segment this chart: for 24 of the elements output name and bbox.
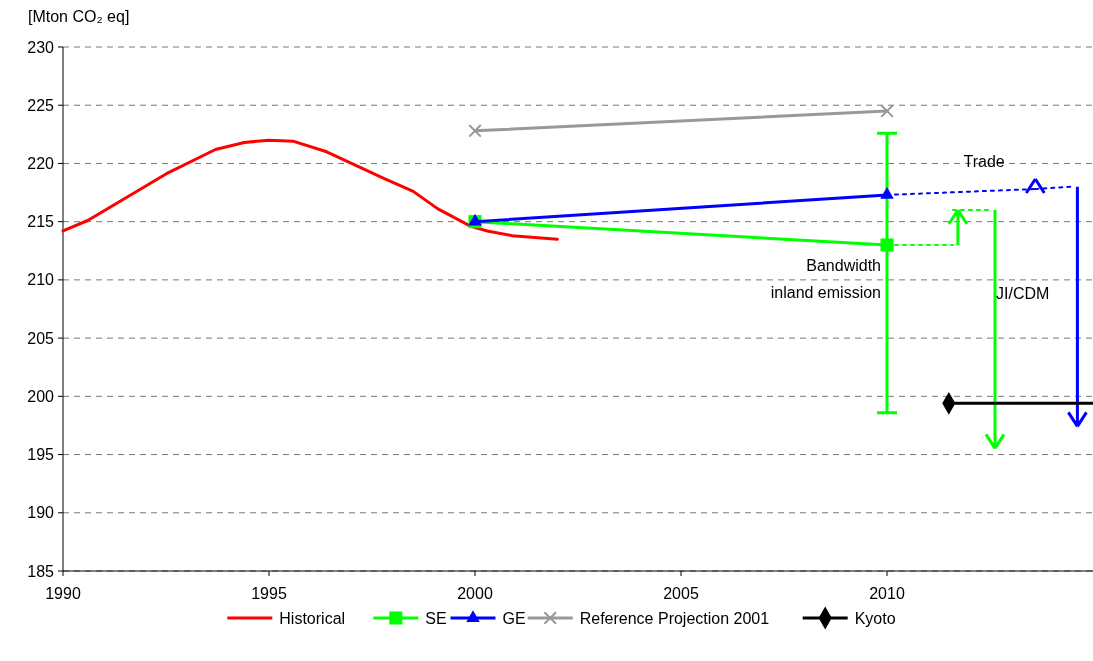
legend-label: Reference Projection 2001 (579, 609, 770, 627)
y-tick-label: 190 (27, 504, 55, 522)
x-tick-label: 2010 (869, 585, 905, 602)
y-tick-label: 200 (27, 387, 55, 405)
x-tick-label: 1990 (45, 585, 81, 602)
y-axis-title: [Mton CO₂ eq] (28, 8, 130, 25)
annotation: JI/CDM (996, 285, 1050, 303)
y-tick-label: 210 (27, 271, 55, 289)
legend-label: Kyoto (854, 609, 896, 627)
legend-label: GE (502, 609, 526, 627)
y-tick-label: 205 (27, 329, 55, 347)
y-tick-label: 220 (27, 155, 55, 173)
annotation: Trade (963, 153, 1005, 171)
y-tick-label: 185 (27, 562, 55, 580)
y-tick-label: 230 (27, 38, 55, 56)
x-tick-label: 1995 (251, 585, 287, 602)
legend-label: Historical (279, 609, 346, 627)
x-tick-label: 2005 (663, 585, 699, 602)
y-tick-label: 225 (27, 96, 55, 114)
y-tick-label: 195 (27, 446, 55, 464)
legend-label: SE (425, 609, 447, 627)
annotation: Bandwidth inland emission (770, 256, 881, 301)
x-tick-label: 2000 (457, 585, 493, 602)
y-tick-label: 215 (27, 213, 55, 231)
